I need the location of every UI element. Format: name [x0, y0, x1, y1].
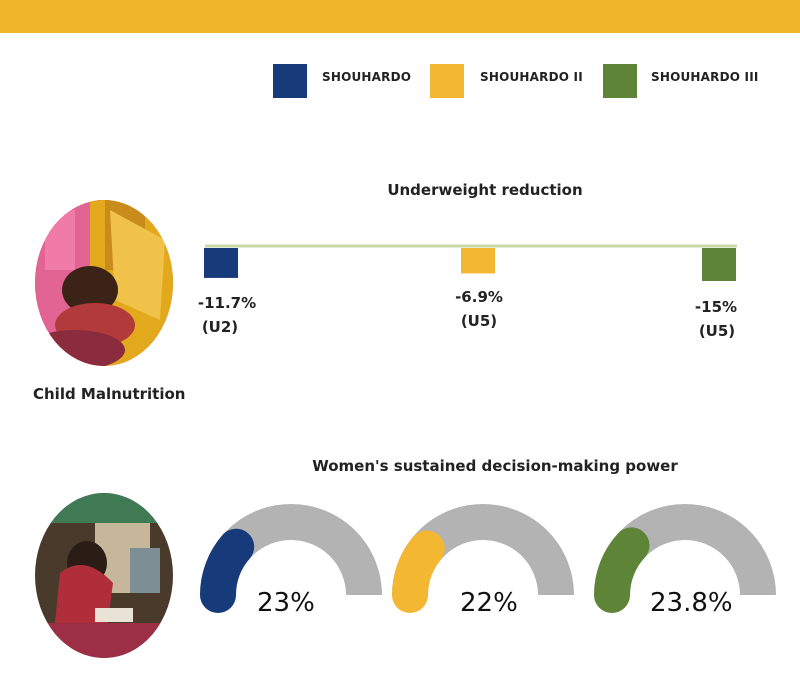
gauge-value-shouhardo-iii: 23.8% [650, 588, 733, 618]
women-photo [35, 493, 173, 658]
child-photo [35, 200, 173, 366]
child-photo-image [35, 200, 173, 366]
bar-group-label-shouhardo-iii: (U5) [698, 322, 736, 340]
gauge-fill-shouhardo-iii [594, 527, 650, 613]
underweight-chart-title: Underweight reduction [387, 181, 583, 199]
legend-label-shouhardo-iii: SHOUHARDO III [651, 70, 759, 84]
gauge-fill-shouhardo [199, 528, 255, 613]
bar-value-label-shouhardo: -11.7% [197, 294, 257, 312]
top-banner [0, 0, 800, 33]
legend-swatch-shouhardo-iii [603, 64, 637, 98]
bar-value-label-shouhardo-ii: -6.9% [455, 288, 503, 306]
legend-label-shouhardo-ii: SHOUHARDO II [480, 70, 583, 84]
bar-shouhardo [204, 248, 238, 278]
bar-shouhardo-ii [461, 248, 495, 274]
bar-value-label-shouhardo-iii: -15% [694, 298, 738, 316]
gauge-value-shouhardo: 23% [257, 588, 315, 618]
child-photo-caption: Child Malnutrition [33, 385, 186, 403]
legend-swatch-shouhardo [273, 64, 307, 98]
bar-group-label-shouhardo: (U2) [201, 318, 239, 336]
bar-shouhardo-iii [702, 248, 736, 281]
legend-swatch-shouhardo-ii [430, 64, 464, 98]
gauge-fill-shouhardo-ii [392, 530, 445, 613]
decision-chart-title: Women's sustained decision-making power [312, 457, 678, 475]
gauge-value-shouhardo-ii: 22% [460, 588, 518, 618]
legend-label-shouhardo: SHOUHARDO [322, 70, 412, 84]
bar-group-label-shouhardo-ii: (U5) [460, 312, 498, 330]
women-photo-image [35, 493, 173, 658]
